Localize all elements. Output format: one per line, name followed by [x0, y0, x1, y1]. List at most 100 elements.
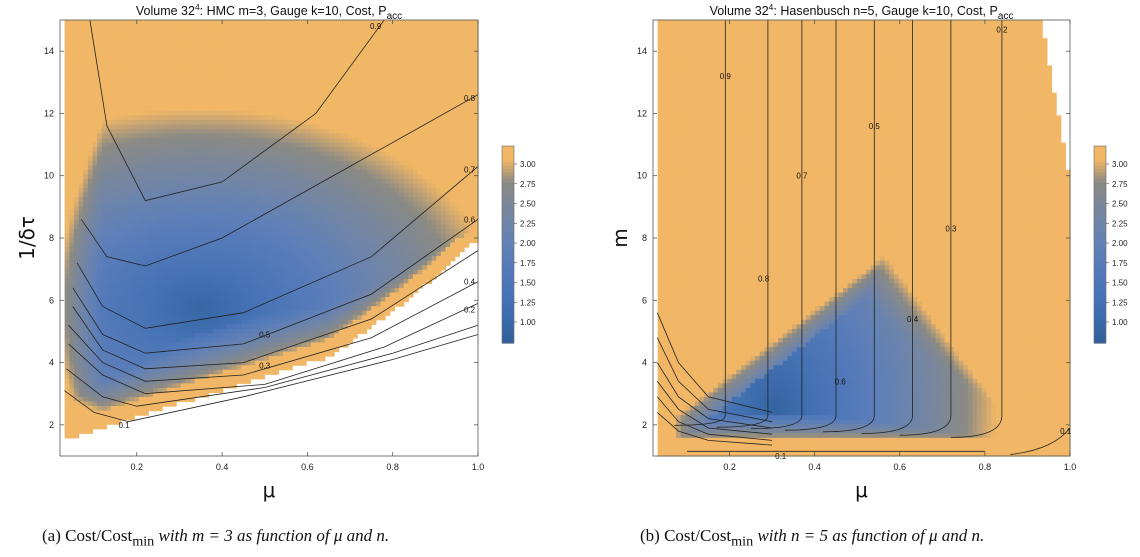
contour-label-3: 0.3 — [945, 225, 957, 234]
x-tick-label-4: 1.0 — [1064, 462, 1077, 472]
contour-line-left-3 — [656, 381, 773, 435]
contour-line-1 — [80, 94, 479, 267]
y-tick-label-2: 6 — [642, 295, 647, 305]
contour-label-4: 0.4 — [464, 278, 476, 287]
y-tick-label-6: 14 — [44, 46, 54, 56]
x-tick-label-3: 0.8 — [979, 462, 992, 472]
contour-line-5 — [68, 281, 479, 382]
colorbar-tick-label-7: 2.75 — [520, 180, 536, 189]
colorbar-frame — [501, 145, 515, 344]
contour-label-0: 0.9 — [370, 22, 382, 31]
contour-line-left-2 — [656, 362, 773, 429]
x-axis-label: μ — [855, 478, 868, 502]
contour-label-2: 0.7 — [464, 166, 476, 175]
x-tick-label-4: 1.0 — [472, 462, 485, 472]
y-tick-label-0: 2 — [49, 420, 54, 430]
colorbar-tick-label-6: 2.50 — [1112, 200, 1128, 209]
chart-title-sup: 4 — [195, 2, 200, 12]
y-axis-label: m — [608, 228, 632, 247]
colorbar-tick-label-8: 3.00 — [1112, 160, 1128, 169]
x-tick-label-3: 0.8 — [386, 462, 399, 472]
contour-label-1: 0.5 — [869, 122, 881, 131]
contour-label-6: 0.6 — [835, 377, 847, 386]
contour-line-2 — [76, 166, 479, 329]
y-tick-label-4: 10 — [637, 171, 647, 181]
colorbar-tick-label-2: 1.50 — [1112, 279, 1128, 288]
contour-line-0 — [89, 19, 385, 202]
y-tick-label-4: 10 — [44, 171, 54, 181]
colorbar-tick-label-0: 1.00 — [1112, 318, 1128, 327]
y-axis-label: 1/δτ — [15, 216, 39, 260]
contour-line-2 — [750, 20, 803, 430]
y-tick-label-3: 8 — [49, 233, 54, 243]
colorbar-tick-label-3: 1.75 — [1112, 259, 1128, 268]
caption-a: (a) Cost/Costmin with m = 3 as function … — [42, 526, 389, 550]
colorbar-tick-label-0: 1.00 — [520, 318, 536, 327]
contour-line-left-0 — [656, 312, 773, 413]
chart-title-sup: 4 — [769, 2, 774, 12]
x-tick-label-1: 0.4 — [216, 462, 229, 472]
contour-label-2: 0.7 — [796, 172, 808, 181]
y-tick-label-1: 4 — [49, 358, 54, 368]
colorbar-tick-label-4: 2.00 — [1112, 239, 1128, 248]
contour-fill — [657, 20, 1071, 457]
caption-a-rest: with m = 3 as function of μ and n. — [154, 526, 390, 545]
x-axis-label: μ — [263, 478, 276, 502]
contour-line-6 — [68, 303, 479, 395]
colorbar: 1.00 1.25 1.50 1.75 2.00 2.25 2.50 2.75 3.00 — [501, 145, 536, 344]
x-tick-label-2: 0.6 — [894, 462, 907, 472]
contour-line-4 — [72, 250, 479, 370]
contour-label-9: 0.1 — [775, 452, 787, 461]
colorbar-tick-label-7: 2.75 — [1112, 180, 1128, 189]
caption-a-prefix: (a) — [42, 526, 61, 545]
y-tick-label-5: 12 — [637, 108, 647, 118]
contour-line-left-4 — [656, 396, 773, 441]
y-tick-label-2: 6 — [49, 295, 54, 305]
colorbar-tick-label-6: 2.50 — [520, 200, 536, 209]
chart-title-rest: : Hasenbusch n=5, Gauge k=10, Cost, P — [773, 4, 997, 18]
caption-b-text: Cost/Cost — [664, 526, 732, 545]
chart-panel-b: 0.9 0.5 0.7 0.3 0.8 0.4 0.6 0.2 0.1 0.1 0.2 0.4 0.6 0… — [608, 2, 1128, 502]
x-tick-label-0: 0.2 — [723, 462, 736, 472]
caption-b-sub: min — [731, 533, 754, 550]
contour-lines — [656, 20, 1071, 455]
contour-label-6: 0.5 — [259, 331, 271, 340]
contour-label-7: 0.3 — [259, 362, 271, 371]
contour-line-3 — [72, 218, 479, 354]
contour-line-3 — [784, 20, 837, 431]
chart-title: Volume 324: HMC m=3, Gauge k=10, Cost, P… — [136, 2, 402, 22]
contour-label-8: 0.1 — [1060, 427, 1072, 436]
colorbar-tick-label-5: 2.25 — [1112, 219, 1128, 228]
y-tick-label-3: 8 — [642, 233, 647, 243]
colorbar-tick-label-5: 2.25 — [520, 219, 536, 228]
caption-a-text: Cost/Cost — [65, 526, 133, 545]
contour-fill — [64, 20, 479, 439]
y-tick-label-0: 2 — [642, 420, 647, 430]
contour-label-3: 0.6 — [464, 215, 476, 224]
contour-line-left-5 — [657, 412, 773, 446]
colorbar-tick-label-2: 1.50 — [520, 279, 536, 288]
x-tick-label-0: 0.2 — [131, 462, 144, 472]
caption-b-rest: with n = 5 as function of μ and n. — [753, 526, 985, 545]
contour-label-8: 0.1 — [118, 421, 130, 430]
contour-label-1: 0.8 — [464, 94, 476, 103]
x-tick-label-2: 0.6 — [301, 462, 314, 472]
contour-label-7: 0.2 — [996, 25, 1008, 34]
contour-line-6 — [899, 20, 952, 436]
colorbar-tick-label-8: 3.00 — [520, 160, 536, 169]
chart-title-main: Volume 32 — [136, 4, 195, 18]
contour-label-5: 0.4 — [907, 315, 919, 324]
contour-label-4: 0.8 — [758, 275, 770, 284]
contour-label-0: 0.9 — [720, 72, 732, 81]
chart-title: Volume 324: Hasenbusch n=5, Gauge k=10, … — [710, 2, 1014, 22]
chart-panel-a: 0.9 0.8 0.7 0.6 0.4 0.2 0.5 0.3 0.1 0.2 0.4 0.6 0.8 1… — [15, 2, 536, 502]
chart-title-sub: acc — [387, 11, 403, 22]
contour-line-left-1 — [656, 337, 773, 423]
contour-line-1 — [716, 20, 769, 428]
contour-lines — [64, 19, 479, 423]
x-tick-label-1: 0.4 — [808, 462, 821, 472]
caption-b: (b) Cost/Costmin with n = 5 as function … — [640, 526, 984, 550]
colorbar: 1.00 1.25 1.50 1.75 2.00 2.25 2.50 2.75 3.00 — [1093, 145, 1128, 344]
y-tick-label-1: 4 — [642, 358, 647, 368]
contour-line-4 — [823, 20, 875, 433]
